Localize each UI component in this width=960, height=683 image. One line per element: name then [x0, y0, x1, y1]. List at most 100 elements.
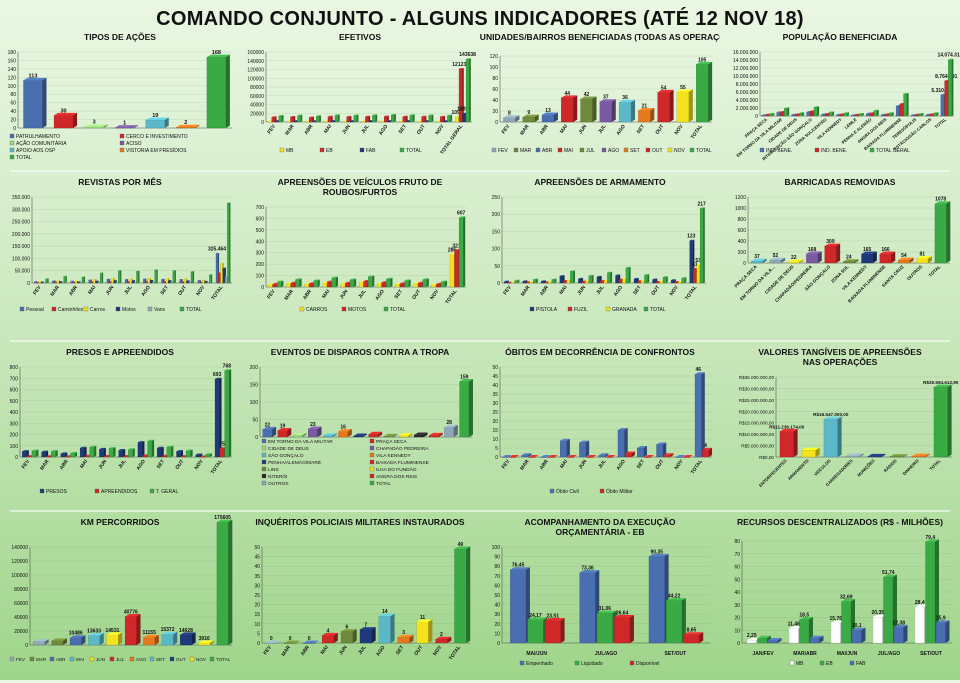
- y-tick-label: 20: [734, 616, 740, 622]
- chart-bar: [676, 91, 690, 123]
- chart-bar-side: [347, 429, 352, 437]
- x-tick-label: OUT: [411, 289, 422, 301]
- chart-bar-side: [63, 638, 68, 645]
- chart-bar-top: [378, 613, 395, 617]
- legend-label: MAR: [520, 148, 532, 154]
- data-label: 44,22: [668, 594, 681, 600]
- x-tick-label: OUT: [413, 645, 424, 657]
- chart-bar-top: [316, 115, 321, 117]
- chart-bar-top: [421, 115, 427, 117]
- chart-bar-top: [831, 620, 845, 623]
- chart-bar: [93, 279, 96, 284]
- chart-bar-side: [643, 446, 647, 457]
- x-tick-label: FEV: [266, 288, 277, 300]
- chart-bar-side: [319, 115, 321, 122]
- data-label: 41: [692, 262, 698, 268]
- y-tick-label: 100: [492, 545, 501, 551]
- legend-label: MOTOS: [348, 307, 367, 313]
- y-tick-label: 10: [254, 622, 260, 628]
- chart-bar: [99, 448, 104, 458]
- x-tick-label: MAI: [323, 123, 334, 134]
- chart-bar-top: [56, 280, 60, 281]
- chart-bar: [124, 616, 137, 646]
- chart-bar-top: [59, 281, 63, 282]
- chart-bar-side: [566, 438, 570, 457]
- x-tick-label: JUN: [576, 284, 587, 296]
- chart-bar: [622, 278, 626, 284]
- chart-title: INQUÉRITOS POLICIAIS MILITARES INSTAURAD…: [255, 517, 465, 527]
- chart-bar-side: [65, 452, 68, 457]
- chart-bar: [149, 280, 153, 284]
- data-label: 73,36: [581, 566, 594, 572]
- y-tick-label: 60: [492, 87, 498, 93]
- y-tick-label: 600: [256, 216, 265, 222]
- x-tick-label: TOTAL: [929, 458, 942, 471]
- chart-bar: [262, 429, 273, 438]
- x-tick-label: TOTAL: [444, 289, 458, 306]
- chart-title: KM PERCORRIDOS: [81, 517, 160, 527]
- chart-bar-top: [222, 267, 226, 269]
- x-tick-label: MAI: [558, 284, 569, 295]
- chart-bar-top: [70, 635, 86, 638]
- chart-bar-side: [317, 279, 320, 287]
- chart-bar: [625, 453, 632, 458]
- chart-bar-top: [768, 638, 782, 641]
- y-tick-label: 250.000: [12, 220, 30, 226]
- x-tick-label: NOV: [674, 458, 686, 471]
- y-tick-label: R$5.000.000,00: [741, 444, 774, 449]
- y-tick-label: 50.000: [15, 269, 31, 275]
- chart-bar-side: [164, 117, 169, 128]
- chart-bar: [56, 280, 60, 284]
- chart-bar: [925, 541, 936, 644]
- x-tick-label: MAI: [559, 458, 570, 469]
- y-tick-label: 40000: [250, 103, 264, 109]
- x-tick-label: SET: [395, 645, 405, 656]
- chart-bar: [89, 446, 95, 458]
- data-label: 46: [696, 367, 702, 373]
- chart-bar-side: [338, 114, 340, 122]
- chart-bar: [884, 114, 889, 117]
- chart-bar-top: [372, 114, 378, 116]
- chart-bar: [81, 276, 85, 284]
- chart-bar-top: [605, 455, 616, 457]
- x-tick-label: SET/OUT: [920, 651, 942, 657]
- chart-bar-side: [854, 259, 859, 263]
- chart-bar-side: [631, 451, 635, 457]
- y-tick-label: 150: [492, 229, 501, 235]
- data-label: 22: [265, 422, 271, 428]
- chart-bar-top: [801, 447, 820, 451]
- x-tick-label: MUNIÇÕES: [856, 458, 876, 478]
- chart-bar-top: [625, 266, 631, 268]
- chart-bar: [681, 278, 685, 284]
- chart-title: BARRICADAS REMOVIDAS: [785, 177, 896, 187]
- chart-bar: [322, 282, 327, 288]
- chart-bar-top: [309, 116, 314, 118]
- y-tick-label: 45: [492, 374, 498, 380]
- chart-bar-side: [536, 278, 538, 283]
- chart-bar: [934, 203, 947, 264]
- legend-swatch: [189, 656, 195, 662]
- chart-bar: [406, 120, 410, 123]
- chart-bar-top: [89, 445, 97, 448]
- row-separator: [10, 510, 950, 512]
- chart-bar: [526, 282, 530, 284]
- chart-bar-top: [150, 279, 154, 281]
- legend-swatch: [119, 140, 125, 146]
- x-tick-label: MAI: [320, 644, 331, 655]
- data-label: 54: [661, 85, 667, 91]
- chart-bar: [186, 280, 189, 284]
- chart-bar: [502, 456, 509, 458]
- x-tick-label: NOV: [432, 644, 444, 657]
- chart-bar-top: [675, 455, 686, 457]
- legend-label: MAI: [564, 148, 573, 154]
- y-tick-label: 40000: [14, 615, 28, 621]
- x-tick-label: JUN: [578, 123, 589, 135]
- chart-title: APREENSÕES DE ARMAMENTO: [534, 177, 666, 187]
- x-tick-label: VEÍCULOS: [813, 458, 832, 477]
- chart-bar: [163, 281, 166, 284]
- chart-bar-top: [769, 257, 786, 261]
- chart-bar-side: [300, 114, 303, 122]
- chart-bar: [353, 115, 358, 123]
- chart-bar-side: [372, 275, 375, 287]
- chart-bar-side: [123, 448, 126, 457]
